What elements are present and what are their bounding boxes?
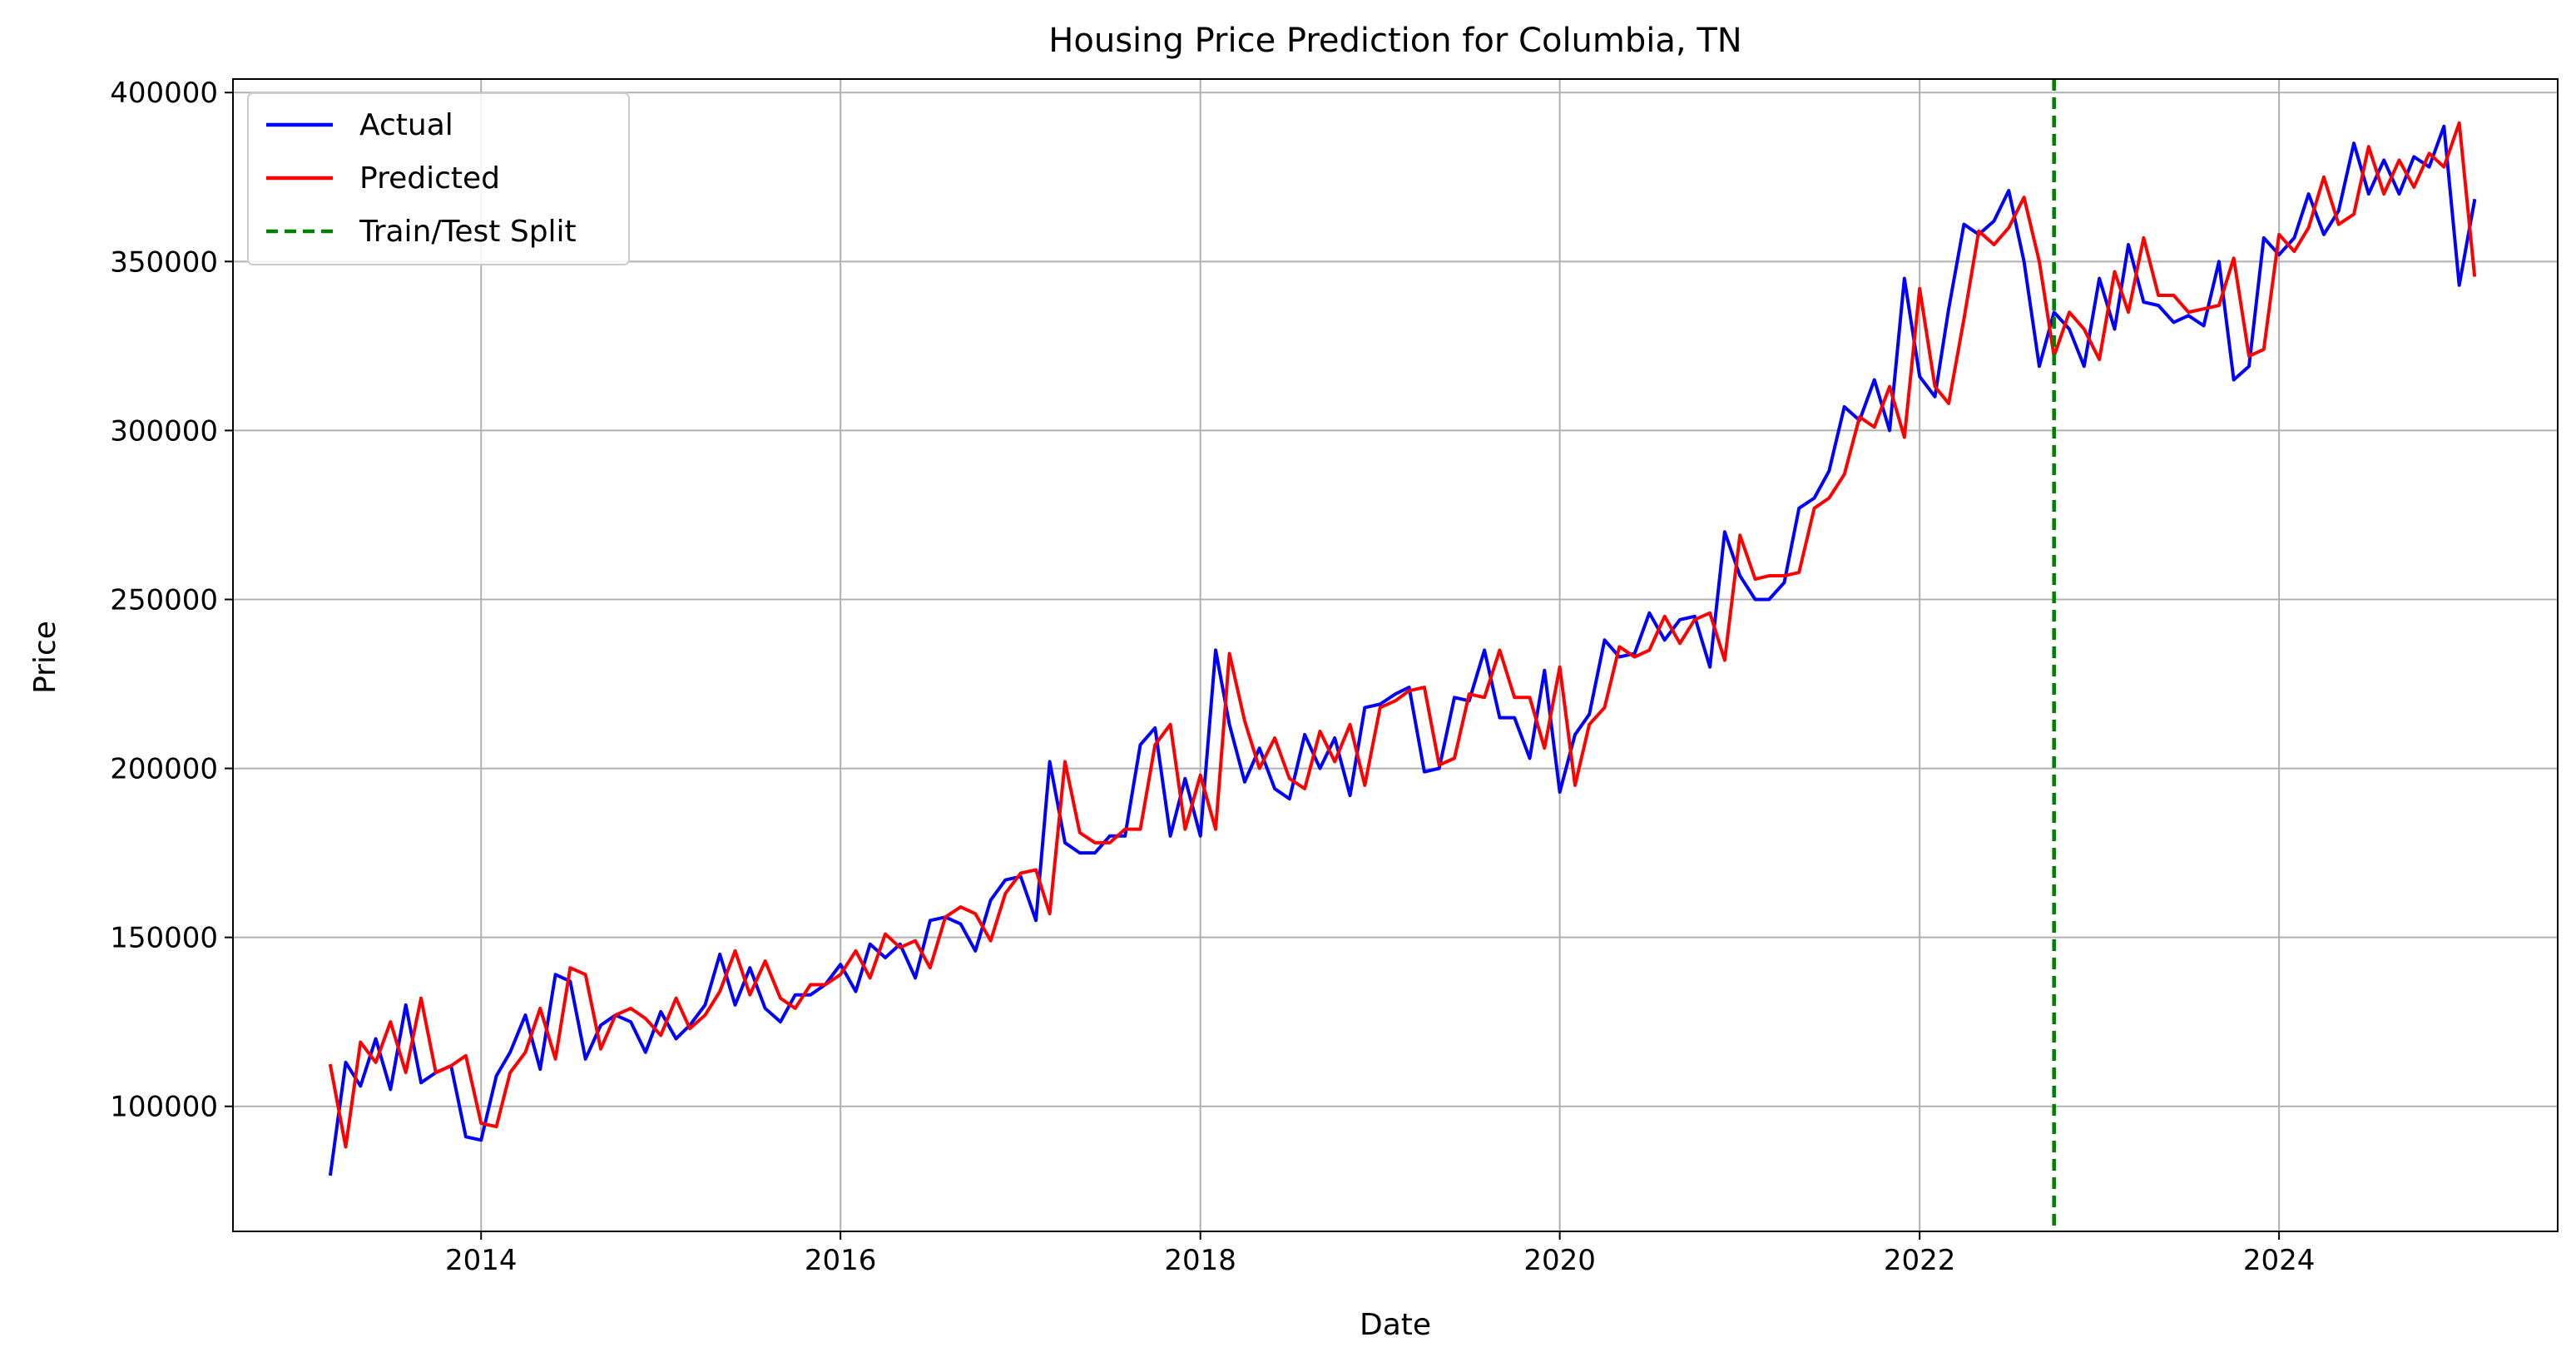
x-tick-label: 2020	[1523, 1244, 1596, 1277]
legend: Actual Predicted Train/Test Split	[248, 93, 629, 265]
y-tick-label: 350000	[110, 245, 218, 279]
y-tick-label: 300000	[110, 414, 218, 448]
y-tick-label: 400000	[110, 77, 218, 110]
legend-label: Predicted	[359, 161, 500, 196]
x-tick-label: 2022	[1884, 1244, 1956, 1277]
y-tick-label: 150000	[110, 922, 218, 955]
x-axis-label: Date	[1360, 1308, 1431, 1342]
legend-label: Actual	[359, 108, 453, 142]
legend-label: Train/Test Split	[359, 215, 577, 249]
x-tick-label: 2014	[445, 1244, 518, 1277]
x-tick-label: 2016	[805, 1244, 877, 1277]
x-tick-label: 2018	[1164, 1244, 1236, 1277]
y-tick-label: 200000	[110, 753, 218, 786]
chart-title: Housing Price Prediction for Columbia, T…	[1048, 22, 1741, 60]
x-tick-label: 2024	[2243, 1244, 2316, 1277]
y-tick-label: 100000	[110, 1091, 218, 1124]
y-tick-label: 250000	[110, 583, 218, 617]
y-axis-label: Price	[28, 621, 62, 694]
